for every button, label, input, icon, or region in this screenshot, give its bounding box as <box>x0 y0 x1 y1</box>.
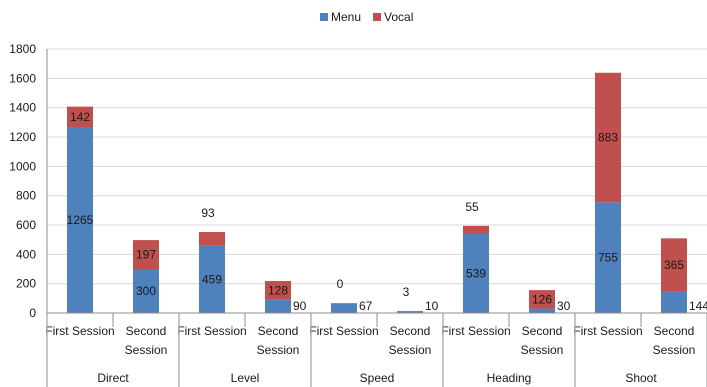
x-category-label: First Session <box>45 324 114 338</box>
y-tick-label: 1600 <box>9 71 36 85</box>
x-category-label: Session <box>653 343 696 357</box>
y-tick-label: 1800 <box>9 42 36 56</box>
x-category-label: Second <box>654 324 695 338</box>
bar-menu <box>661 291 687 313</box>
bar-menu <box>67 127 93 313</box>
x-group-label: Direct <box>97 371 129 385</box>
y-tick-label: 1400 <box>9 101 36 115</box>
data-label-vocal: 883 <box>598 131 618 145</box>
bar-vocal <box>133 240 159 269</box>
bar-menu <box>133 269 159 313</box>
x-category-label: Session <box>389 343 432 357</box>
bar-vocal <box>265 281 291 300</box>
y-tick-label: 600 <box>16 218 36 232</box>
x-category-label: Second <box>390 324 431 338</box>
legend: Menu Vocal <box>320 10 413 24</box>
bar-vocal <box>67 106 93 128</box>
data-label-menu: 67 <box>359 299 373 313</box>
y-axis: 0 200 400 600 800 1000 1200 1400 1600 1800 <box>9 42 48 320</box>
bars <box>67 72 687 313</box>
bar-menu <box>463 233 489 313</box>
data-label-vocal: 126 <box>532 292 552 306</box>
y-tick-label: 800 <box>16 189 36 203</box>
x-group-label: Speed <box>360 371 395 385</box>
legend-swatch-menu <box>320 13 328 21</box>
data-label-vocal: 128 <box>268 283 288 297</box>
x-category-label: First Session <box>177 324 246 338</box>
data-label-vocal: 93 <box>201 206 215 220</box>
bar-vocal <box>661 238 687 292</box>
y-tick-label: 1200 <box>9 130 36 144</box>
bar-menu <box>397 311 423 313</box>
bar-vocal <box>199 232 225 246</box>
legend-label-vocal: Vocal <box>384 10 413 24</box>
bar-vocal <box>463 225 489 234</box>
bar-menu <box>199 245 225 313</box>
data-label-menu: 1265 <box>67 213 94 227</box>
x-category-label: Second <box>126 324 167 338</box>
data-label-vocal: 142 <box>70 110 90 124</box>
x-group-label: Level <box>231 371 260 385</box>
data-label-menu: 30 <box>557 299 571 313</box>
data-label-vocal: 197 <box>136 248 156 262</box>
x-category-label: Second <box>522 324 563 338</box>
x-axis: First Session Second Session First Session S… <box>45 312 707 387</box>
y-tick-label: 0 <box>29 306 36 320</box>
bar-menu <box>331 303 357 313</box>
data-label-menu: 10 <box>425 299 439 313</box>
x-group-label: Shoot <box>625 371 657 385</box>
bar-menu <box>595 202 621 313</box>
data-label-menu: 755 <box>598 251 618 265</box>
bar-vocal <box>595 72 621 203</box>
legend-label-menu: Menu <box>331 10 361 24</box>
x-category-label: First Session <box>573 324 642 338</box>
data-label-menu: 90 <box>293 299 307 313</box>
x-category-label: Second <box>258 324 299 338</box>
data-label-menu: 459 <box>202 272 222 286</box>
x-group-label: Heading <box>487 371 532 385</box>
legend-swatch-vocal <box>373 13 382 21</box>
y-tick-label: 1000 <box>9 159 36 173</box>
y-tick-label: 200 <box>16 277 36 291</box>
data-label-vocal: 365 <box>664 258 684 272</box>
data-labels: 1265 142 300 197 459 93 90 128 67 0 10 3 539 55 30 126 7… <box>67 110 707 313</box>
x-category-label: First Session <box>441 324 510 338</box>
bar-menu <box>265 299 291 313</box>
x-category-label: Session <box>257 343 300 357</box>
x-category-label: Session <box>521 343 564 357</box>
data-label-menu: 300 <box>136 284 156 298</box>
x-category-label: Session <box>125 343 168 357</box>
bar-menu <box>529 308 555 313</box>
data-label-vocal: 55 <box>465 200 479 214</box>
x-category-label: First Session <box>309 324 378 338</box>
data-label-menu: 144 <box>689 299 707 313</box>
y-tick-label: 400 <box>16 247 36 261</box>
data-label-menu: 539 <box>466 266 486 280</box>
data-label-vocal: 3 <box>403 285 410 299</box>
bar-vocal <box>529 290 555 309</box>
data-label-vocal: 0 <box>337 277 344 291</box>
